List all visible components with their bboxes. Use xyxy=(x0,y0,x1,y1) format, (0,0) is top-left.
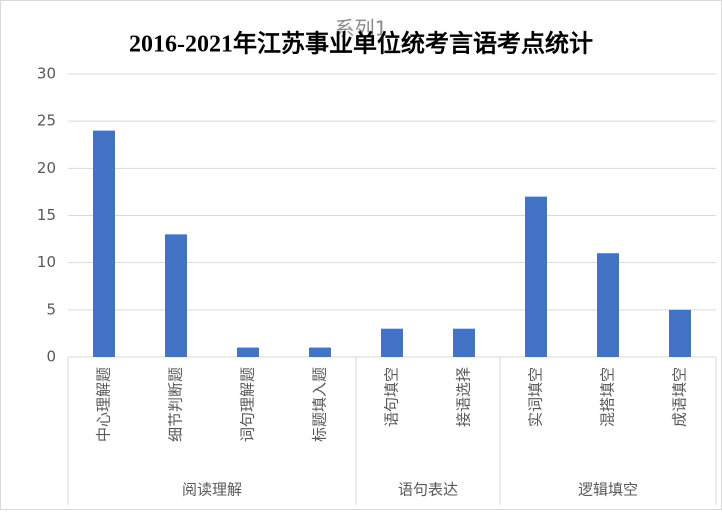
x-tick-label: 混搭填空 xyxy=(599,367,617,427)
x-tick-label: 词句理解题 xyxy=(239,367,257,442)
y-tick-label: 5 xyxy=(46,300,56,318)
y-tick-label: 20 xyxy=(37,159,56,177)
bar xyxy=(669,309,691,357)
bar xyxy=(93,130,115,357)
x-tick-label: 接语选择 xyxy=(455,367,473,427)
y-tick-label: 10 xyxy=(37,253,56,271)
group-label: 逻辑填空 xyxy=(578,481,638,499)
group-label: 语句表达 xyxy=(398,481,458,499)
y-tick-label: 0 xyxy=(46,348,56,366)
chart-title: 2016-2021年江苏事业单位统考言语考点统计 xyxy=(129,30,593,58)
y-tick-label: 25 xyxy=(37,112,56,130)
x-tick-label: 中心理解题 xyxy=(95,367,113,442)
y-tick-label: 15 xyxy=(37,206,56,224)
x-tick-label: 成语填空 xyxy=(671,367,689,427)
x-tick-label: 语句填空 xyxy=(383,367,401,427)
series-title: 系列1 xyxy=(335,17,388,41)
y-tick-label: 30 xyxy=(37,65,56,83)
x-tick-label: 细节判断题 xyxy=(167,367,185,442)
bar xyxy=(237,347,259,357)
bar xyxy=(309,347,331,357)
bar xyxy=(453,328,475,357)
bar xyxy=(597,253,619,357)
x-tick-label: 实词填空 xyxy=(527,367,545,427)
bar xyxy=(525,196,547,357)
group-label: 阅读理解 xyxy=(182,481,242,499)
x-tick-label: 标题填入题 xyxy=(311,367,329,442)
bar xyxy=(165,234,187,357)
bar xyxy=(381,328,403,357)
